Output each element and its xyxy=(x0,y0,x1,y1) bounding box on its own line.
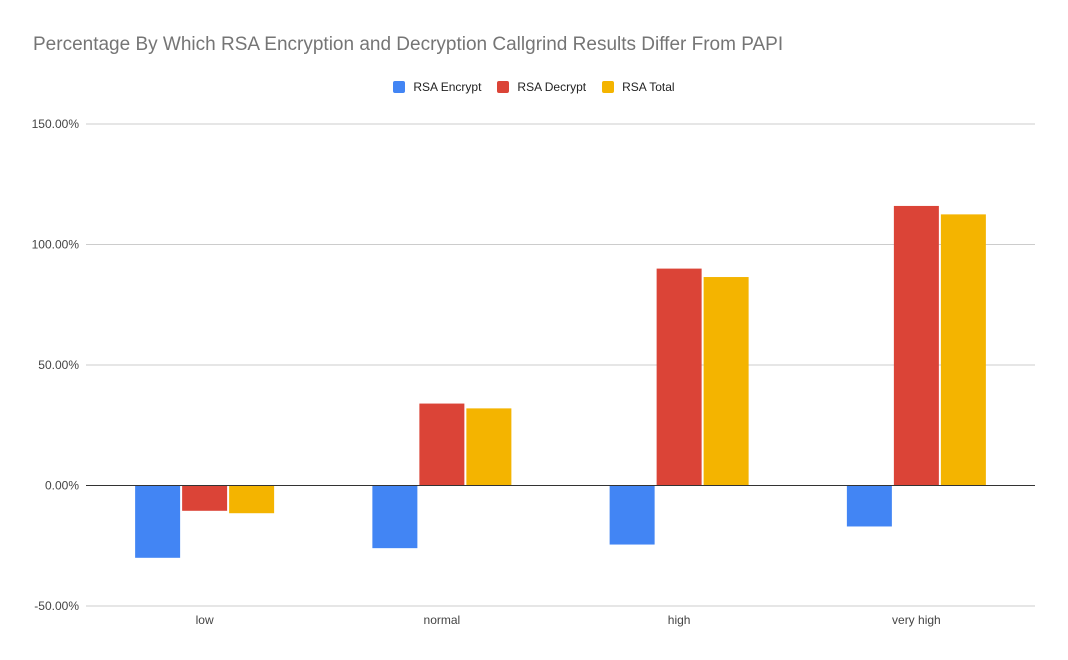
bar-rsa-encrypt xyxy=(609,485,655,545)
y-tick-label: 100.00% xyxy=(32,238,80,252)
bar-rsa-decrypt xyxy=(419,403,465,486)
bar-rsa-total xyxy=(703,277,749,486)
bar-rsa-decrypt xyxy=(893,205,939,486)
bar-rsa-encrypt xyxy=(846,485,892,527)
bar-rsa-total xyxy=(466,408,512,486)
bar-rsa-total xyxy=(940,214,986,486)
chart-title: Percentage By Which RSA Encryption and D… xyxy=(33,34,784,55)
y-tick-label: 0.00% xyxy=(45,479,79,493)
x-tick-label: low xyxy=(196,613,214,627)
legend-item: RSA Total xyxy=(602,80,675,94)
x-tick-label: high xyxy=(668,613,691,627)
legend-label: RSA Encrypt xyxy=(413,80,482,94)
legend: RSA Encrypt RSA Decrypt RSA Total xyxy=(0,78,1068,96)
y-tick-label: 150.00% xyxy=(32,117,80,131)
bar-rsa-decrypt xyxy=(656,268,702,486)
legend-swatch xyxy=(393,81,406,93)
bar-rsa-decrypt xyxy=(182,485,228,511)
bar-rsa-total xyxy=(229,485,275,514)
legend-item: RSA Encrypt xyxy=(393,80,481,94)
bar-rsa-encrypt xyxy=(135,485,181,558)
x-tick-label: very high xyxy=(892,613,941,627)
y-tick-label: -50.00% xyxy=(34,599,79,613)
legend-swatch xyxy=(497,81,510,93)
legend-label: RSA Decrypt xyxy=(517,80,587,94)
x-tick-label: normal xyxy=(424,613,461,627)
legend-swatch xyxy=(602,81,615,93)
y-tick-label: 50.00% xyxy=(38,358,79,372)
legend-item: RSA Decrypt xyxy=(497,80,586,94)
legend-label: RSA Total xyxy=(622,80,675,94)
bar-rsa-encrypt xyxy=(372,485,418,549)
